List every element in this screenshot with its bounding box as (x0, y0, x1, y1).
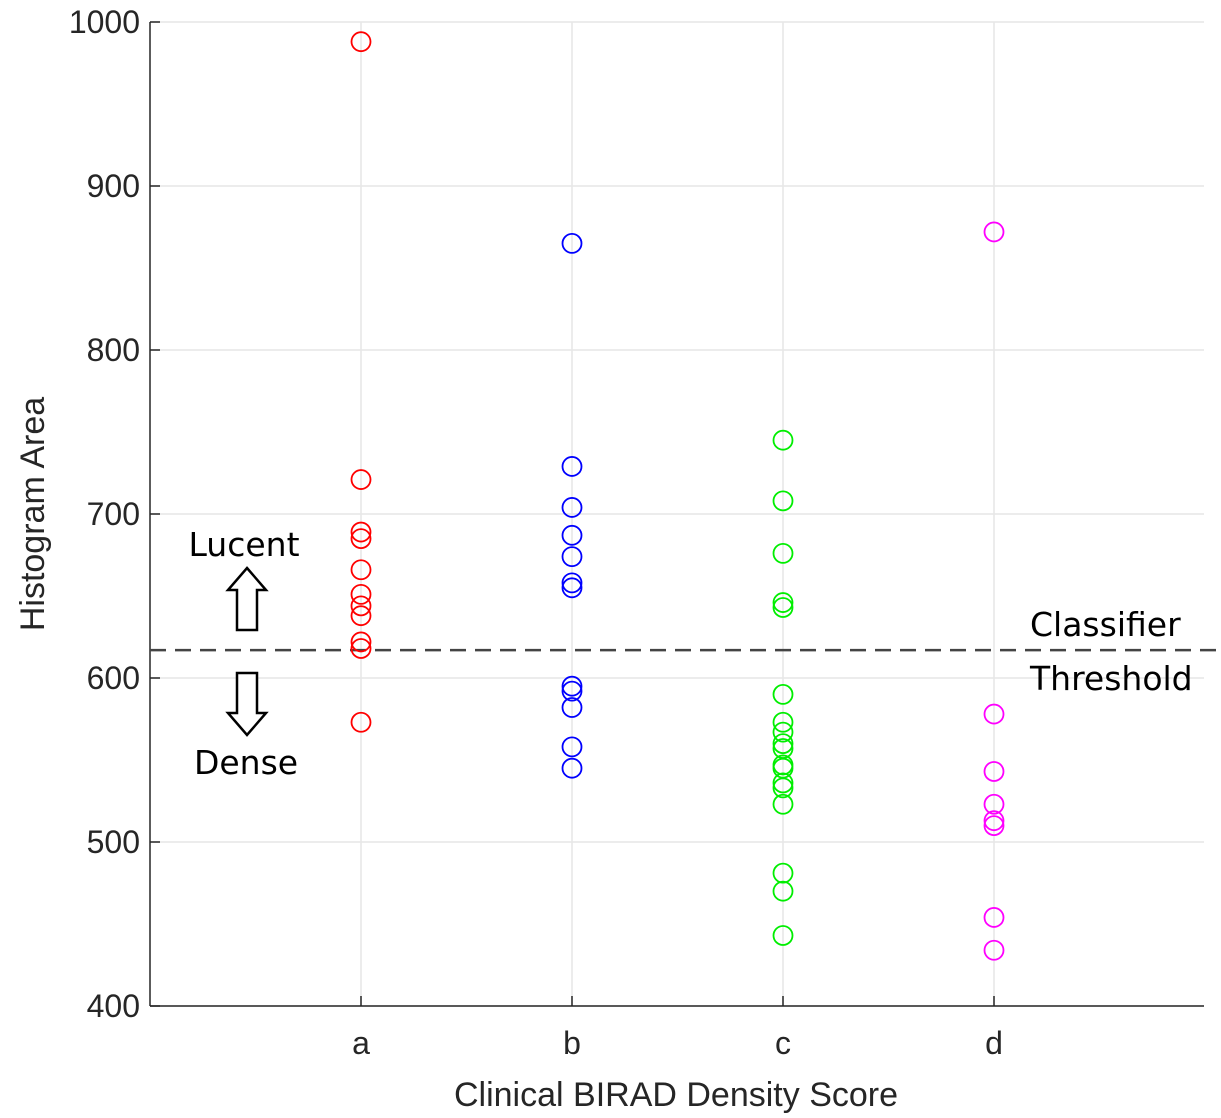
data-point-d (983, 221, 1005, 243)
x-tick-label: a (352, 1025, 370, 1061)
data-point-a (350, 521, 372, 543)
y-tick-label: 400 (87, 988, 140, 1024)
data-point-a (350, 559, 372, 581)
data-point-c (772, 490, 794, 512)
data-point-a (350, 31, 372, 53)
lucent-up-arrow-icon (225, 566, 269, 632)
data-point-b (561, 577, 583, 599)
data-point-d (983, 815, 1005, 836)
tick-labels: 400 500 600 700 800 900 1000 a b c d (69, 4, 1003, 1061)
data-point-b (561, 757, 583, 779)
data-point-d (983, 939, 1005, 961)
data-point-b (561, 546, 583, 568)
x-axis-title: Clinical BIRAD Density Score (454, 1076, 898, 1114)
data-point-b (561, 524, 583, 546)
data-point-b (561, 497, 583, 518)
y-axis-title: Histogram Area (14, 397, 52, 631)
data-points (350, 31, 1005, 961)
data-point-c (772, 793, 794, 815)
data-point-a (350, 583, 372, 605)
x-tick-label: c (775, 1025, 791, 1061)
data-point-c (772, 862, 794, 884)
data-point-d (983, 793, 1005, 815)
data-point-c (772, 733, 794, 754)
data-point-a (350, 711, 372, 733)
data-point-c (772, 711, 794, 733)
data-point-c (772, 925, 794, 946)
data-point-c (772, 542, 794, 564)
data-point-a (350, 469, 372, 490)
data-point-a (350, 595, 372, 617)
data-point-d (983, 907, 1005, 928)
y-tick-label: 700 (87, 496, 140, 532)
y-tick-label: 800 (87, 332, 140, 368)
data-point-b (561, 456, 583, 477)
data-point-c (772, 592, 794, 613)
data-point-a (350, 638, 372, 659)
data-point-a (350, 605, 372, 627)
data-point-c (772, 429, 794, 451)
data-point-c (772, 880, 794, 902)
y-tick-label: 900 (87, 168, 140, 204)
y-tick-label: 500 (87, 824, 140, 860)
data-point-b (561, 675, 583, 697)
data-point-d (983, 761, 1005, 782)
data-point-c (772, 597, 794, 618)
data-point-b (561, 680, 583, 702)
data-point-a (350, 528, 372, 549)
data-point-b (561, 572, 583, 594)
x-tick-label: d (985, 1025, 1003, 1061)
lucent-label: Lucent (188, 525, 299, 564)
data-point-b (561, 697, 583, 718)
data-point-b (561, 232, 583, 254)
threshold-label-line2: Threshold (1029, 659, 1193, 698)
data-point-c (772, 684, 794, 705)
axes (149, 21, 1204, 1007)
data-point-a (350, 631, 372, 653)
data-point-b (561, 736, 583, 758)
x-tick-label: b (563, 1025, 581, 1061)
threshold-label-line1: Classifier (1030, 605, 1181, 644)
data-point-c (772, 777, 794, 799)
dense-down-arrow-icon (225, 671, 269, 737)
grid (150, 21, 1204, 1007)
data-point-d (983, 703, 1005, 725)
y-tick-label: 600 (87, 660, 140, 696)
data-point-c (772, 772, 794, 794)
data-point-d (983, 810, 1005, 832)
dense-label: Dense (194, 743, 298, 782)
y-tick-label: 1000 (69, 4, 140, 40)
data-point-c (772, 721, 794, 743)
